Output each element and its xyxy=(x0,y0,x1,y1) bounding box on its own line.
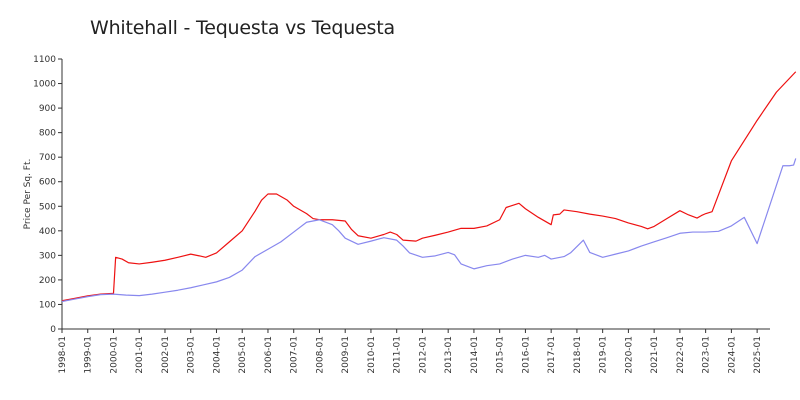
x-tick-label: 2022-01 xyxy=(676,336,686,374)
y-axis-label: Price Per Sq. Ft. xyxy=(23,159,33,230)
x-tick-label: 2008-01 xyxy=(315,336,325,374)
y-tick-label: 1000 xyxy=(33,80,56,90)
y-tick-label: 500 xyxy=(39,202,56,212)
y-tick-label: 300 xyxy=(39,251,56,261)
x-tick-label: 2025-01 xyxy=(753,336,763,374)
x-tick-label: 1998-01 xyxy=(58,336,68,374)
x-tick-label: 2024-01 xyxy=(727,336,737,374)
x-tick-label: 2005-01 xyxy=(238,336,248,374)
x-tick-label: 2014-01 xyxy=(470,336,480,374)
x-tick-label: 2007-01 xyxy=(290,336,300,374)
series-line-2 xyxy=(61,158,797,303)
x-tick-label: 2013-01 xyxy=(444,336,454,374)
series-line-1 xyxy=(61,71,797,302)
y-axis-ticks: 0 100 200 300 400 500 600 700 800 900 1000 1100 xyxy=(33,55,62,335)
y-tick-label: 800 xyxy=(39,129,56,139)
y-tick-label: 200 xyxy=(39,276,56,286)
series-layer xyxy=(61,71,797,303)
x-tick-label: 2006-01 xyxy=(264,336,274,374)
x-tick-label: 2017-01 xyxy=(547,336,557,374)
x-tick-label: 2018-01 xyxy=(573,336,583,374)
x-tick-label: 2001-01 xyxy=(135,336,145,374)
x-tick-label: 2000-01 xyxy=(109,336,119,374)
y-tick-label: 400 xyxy=(39,227,56,237)
x-axis-ticks: 1998-01 1999-01 2000-01 2001-01 2002-01 2003-… xyxy=(58,329,763,374)
y-tick-label: 0 xyxy=(50,325,56,335)
x-tick-label: 2015-01 xyxy=(496,336,506,374)
y-tick-label: 700 xyxy=(39,153,56,163)
chart-axes xyxy=(61,59,770,330)
y-tick-label: 100 xyxy=(39,300,56,310)
x-tick-label: 2004-01 xyxy=(212,336,222,374)
x-tick-label: 2002-01 xyxy=(161,336,171,374)
x-tick-label: 2023-01 xyxy=(702,336,712,374)
chart-title: Whitehall - Tequesta vs Tequesta xyxy=(90,17,395,39)
x-tick-label: 2009-01 xyxy=(341,336,351,374)
x-tick-label: 1999-01 xyxy=(84,336,94,374)
x-tick-label: 2011-01 xyxy=(393,336,403,374)
y-tick-label: 600 xyxy=(39,178,56,188)
x-tick-label: 2012-01 xyxy=(418,336,428,374)
x-tick-label: 2020-01 xyxy=(624,336,634,374)
x-tick-label: 2019-01 xyxy=(599,336,609,374)
x-tick-label: 2003-01 xyxy=(187,336,197,374)
x-tick-label: 2010-01 xyxy=(367,336,377,374)
y-tick-label: 900 xyxy=(39,104,56,114)
y-tick-label: 1100 xyxy=(33,55,56,65)
x-tick-label: 2021-01 xyxy=(650,336,660,374)
x-tick-label: 2016-01 xyxy=(521,336,531,374)
